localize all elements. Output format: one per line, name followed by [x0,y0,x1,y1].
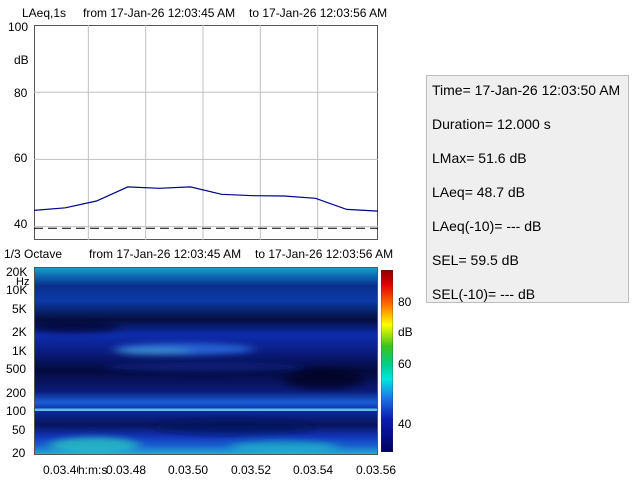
freq-tick: 20 [12,446,26,460]
spectrum-chart-to: to 17-Jan-26 12:03:56 AM [255,247,394,261]
level-chart-from: from 17-Jan-26 12:03:45 AM [83,6,236,20]
freq-tick: 1K [12,344,27,358]
spectrogram[interactable] [34,267,378,455]
freq-tick: 20K [6,265,28,279]
colorbar-tick: 40 [398,417,412,431]
stat-sel-minus10: SEL(-10)= --- dB [432,286,536,302]
line-100hz [34,408,378,411]
freq-tick: 200 [6,386,27,400]
stat-lmax: LMax= 51.6 dB [432,150,527,166]
freq-tick: 5K [12,302,27,316]
stat-laeq: LAeq= 48.7 dB [432,184,526,200]
freq-tick: 2K [12,325,27,339]
colorbar-unit: dB [398,325,413,339]
time-tick: 0.03.52 [231,463,272,477]
level-y-tick: 60 [14,151,28,165]
stat-time: Time= 17-Jan-26 12:03:50 AM [432,82,621,98]
freq-tick: 50 [12,423,26,437]
time-tick: 0.03.54 [293,463,334,477]
freq-tick: 100 [6,404,27,418]
stat-duration: Duration= 12.000 s [432,116,551,132]
time-tick: 0.03.48 [106,463,147,477]
level-chart-to: to 17-Jan-26 12:03:56 AM [249,6,388,20]
freq-tick: 10K [6,283,28,297]
spectrum-chart-band: 1/3 Octave [4,247,63,261]
stats-panel: Time= 17-Jan-26 12:03:50 AM Duration= 12… [426,75,629,303]
plot-frame [34,267,378,455]
color-scale-bar [381,270,393,452]
spectrum-chart-from: from 17-Jan-26 12:03:45 AM [89,247,242,261]
time-tick: 0.03.46 [43,463,84,477]
stat-sel: SEL= 59.5 dB [432,252,519,268]
freq-unit: Hz [16,276,30,288]
level-y-tick: 40 [14,217,28,231]
level-line-chart[interactable] [34,25,378,240]
laeq-series-line [34,186,378,212]
time-tick: 0.03.50 [168,463,209,477]
level-y-tick: 100 [8,20,29,34]
freq-tick: 500 [6,362,27,376]
spectrogram-texture [34,321,364,453]
plot-frame [34,25,378,240]
colorbar-tick: 80 [398,295,412,309]
level-y-tick: 80 [14,86,28,100]
level-chart-metric: LAeq,1s [22,6,67,20]
time-axis-unit: h:m:s [78,463,108,477]
time-tick: 0.03.56 [356,463,397,477]
colorbar-tick: 60 [398,357,412,371]
level-y-unit: dB [14,53,29,67]
grid [34,25,378,240]
stat-laeq-minus10: LAeq(-10)= --- dB [432,218,542,234]
series [34,186,378,229]
